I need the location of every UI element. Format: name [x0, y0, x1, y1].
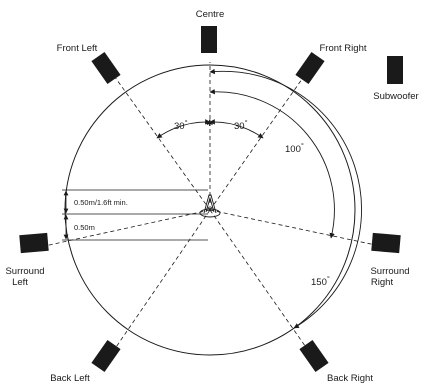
subwoofer-speaker-icon	[387, 56, 403, 84]
line-surround-left	[39, 209, 211, 248]
height-dimension-lines	[62, 189, 208, 241]
centre-axis-mark: ✱	[206, 118, 214, 128]
label-surround-left-1: Surround	[5, 266, 44, 277]
label-centre: Centre	[196, 9, 225, 20]
angle-100: 100°	[285, 141, 304, 155]
label-front-left: Front Left	[57, 43, 98, 54]
label-surround-right-2: Right	[371, 277, 394, 288]
dimension-height: 0.50m	[74, 223, 95, 232]
line-back-left	[111, 209, 211, 354]
label-surround-right-1: Surround	[370, 266, 409, 277]
line-front-left	[111, 72, 211, 211]
line-back-right	[209, 209, 311, 354]
dimension-min-height: 0.50m/1.6ft min.	[74, 198, 128, 207]
front-right-speaker-icon	[295, 51, 325, 85]
angle-30-right: 30°	[234, 118, 248, 132]
front-left-speaker-icon	[91, 51, 121, 85]
arc-100	[209, 89, 335, 239]
centre-speaker-icon	[201, 26, 217, 53]
arc-30-left	[156, 119, 211, 139]
back-left-speaker-icon	[91, 339, 121, 373]
surround-left-speaker-icon	[19, 232, 49, 254]
label-back-right: Back Right	[327, 373, 373, 384]
back-right-speaker-icon	[299, 339, 329, 373]
surround-right-speaker-icon	[371, 232, 401, 254]
angle-150: 150°	[311, 274, 330, 288]
listener-icon	[199, 194, 221, 218]
line-surround-right	[209, 209, 386, 248]
label-front-right: Front Right	[320, 43, 367, 54]
arc-150	[209, 68, 363, 329]
label-surround-left-2: Left	[12, 277, 28, 288]
label-back-left: Back Left	[50, 373, 90, 384]
label-subwoofer: Subwoofer	[373, 91, 418, 102]
angle-30-left: 30°	[174, 118, 188, 132]
line-front-right	[209, 71, 308, 211]
